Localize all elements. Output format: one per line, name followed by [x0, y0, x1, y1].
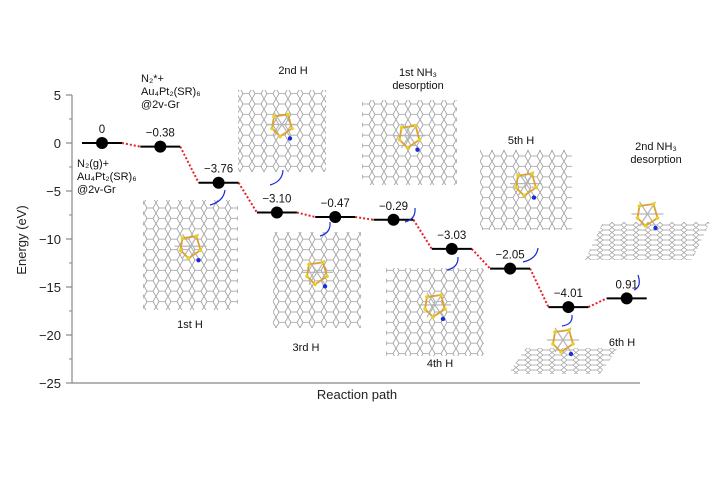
energy-value-label: 0 — [99, 124, 105, 136]
energy-value-label: −0.38 — [146, 128, 175, 140]
structure-6th-h — [508, 327, 618, 374]
level-connector — [529, 268, 550, 308]
y-tick-label: −15 — [39, 280, 61, 295]
level-connector — [355, 216, 374, 221]
energy-point — [620, 292, 633, 305]
energy-point — [154, 140, 167, 153]
energy-point — [504, 262, 517, 275]
energy-value-label: −3.76 — [204, 164, 233, 176]
label-1st-nh3-1: 1st NH₃ — [399, 67, 437, 79]
label-4th-h: 4th H — [427, 358, 453, 370]
energy-point — [387, 213, 400, 226]
label-5th-h: 5th H — [508, 135, 534, 147]
label-2nd-nh3-1: 2nd NH₃ — [635, 141, 677, 153]
energy-value-label: 0.91 — [616, 279, 638, 291]
level-connector — [296, 211, 316, 218]
energy-value-label: −4.01 — [554, 288, 583, 300]
curved-arrow-icon — [209, 189, 226, 206]
energy-point — [445, 242, 458, 255]
energy-value-label: −0.47 — [321, 198, 350, 210]
y-tick-label: 0 — [54, 136, 61, 151]
adsorbed-label-1: N₂*+ — [141, 73, 164, 85]
structure-1st-nh3-desorption — [362, 100, 457, 185]
label-2nd-nh3-2: desorption — [630, 154, 681, 166]
energy-point — [562, 301, 575, 314]
curved-arrow-icon — [522, 247, 539, 263]
curved-arrow-icon — [446, 256, 459, 271]
curved-arrow-icon — [561, 314, 573, 327]
level-connector — [412, 219, 433, 250]
label-2nd-h: 2nd H — [278, 65, 307, 77]
energy-point — [96, 137, 108, 149]
curved-arrow-icon — [269, 169, 284, 186]
start-label-2: Au₄Pt₂(SR)₆ — [77, 171, 137, 183]
level-connector — [179, 146, 200, 184]
curved-arrow-icon — [319, 221, 331, 237]
level-connector — [237, 182, 258, 214]
label-1st-nh3-2: desorption — [392, 80, 443, 92]
structure-4th-h — [386, 268, 484, 356]
y-tick-label: 5 — [54, 88, 61, 103]
level-connector — [121, 142, 141, 148]
level-connector — [471, 248, 491, 270]
level-connector — [587, 297, 608, 308]
structure-3rd-h — [273, 232, 361, 328]
energy-point — [212, 176, 225, 189]
structure-1st-h — [143, 200, 238, 310]
energy-point — [270, 206, 283, 219]
energy-value-label: −3.10 — [262, 194, 291, 206]
energy-value-label: −0.29 — [379, 201, 408, 213]
adsorbed-label-3: @2v-Gr — [141, 99, 180, 111]
y-tick-label: −20 — [39, 328, 61, 343]
x-axis-label: Reaction path — [317, 387, 397, 402]
adsorbed-label-2: Au₄Pt₂(SR)₆ — [141, 86, 201, 98]
start-label-1: N₂(g)+ — [77, 158, 109, 170]
energy-value-label: −3.03 — [437, 230, 466, 242]
y-tick-label: −25 — [39, 376, 61, 391]
label-3rd-h: 3rd H — [293, 342, 320, 354]
structure-2nd-h — [238, 90, 326, 172]
label-6th-h: 6th H — [609, 337, 635, 349]
y-tick-label: −5 — [46, 184, 61, 199]
curved-arrow-icon — [633, 274, 640, 291]
energy-value-label: −2.05 — [496, 250, 525, 262]
label-1st-h: 1st H — [177, 319, 203, 331]
start-label-3: @2v-Gr — [77, 184, 116, 196]
structure-5th-h — [480, 150, 572, 230]
structure-2nd-nh3-desorption — [585, 201, 710, 260]
energy-point — [329, 211, 342, 224]
curved-arrow-icon — [404, 207, 416, 223]
y-axis-label: Energy (eV) — [14, 205, 29, 274]
y-tick-label: −10 — [39, 232, 61, 247]
